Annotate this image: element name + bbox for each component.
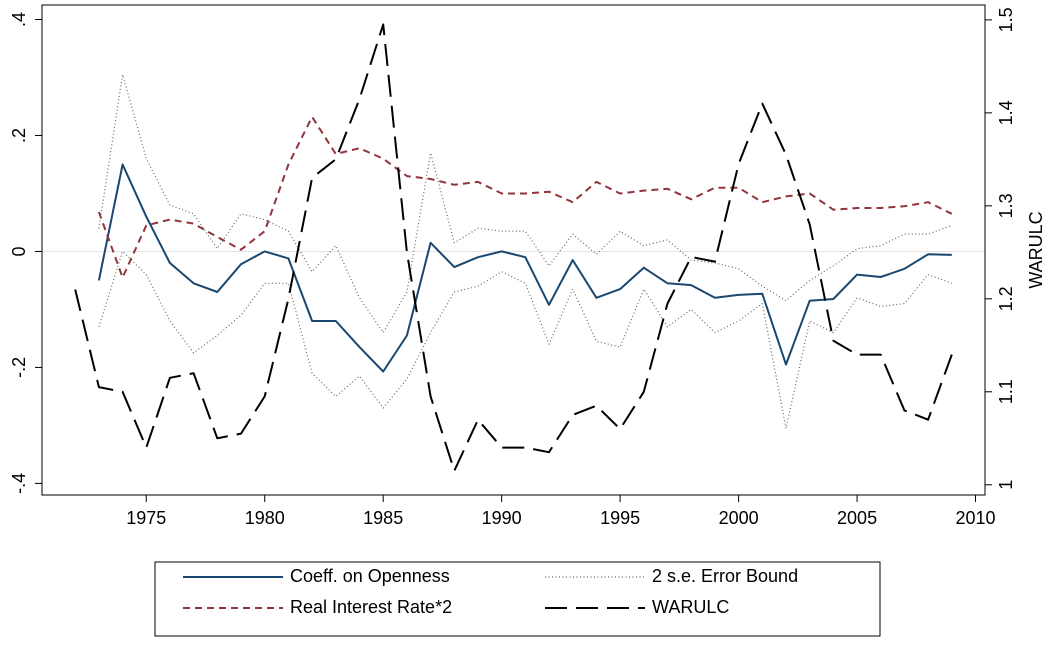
x-tick-label: 1985 xyxy=(363,508,403,528)
series-line xyxy=(98,74,953,334)
y2-axis-title: WARULC xyxy=(1026,211,1046,288)
plot-frame xyxy=(41,4,986,496)
y-tick-label: .2 xyxy=(9,128,29,143)
y2-tick-label: 1.4 xyxy=(996,100,1016,125)
y-tick-label: 0 xyxy=(9,246,29,256)
series-line xyxy=(97,163,952,373)
y-tick-label: -.4 xyxy=(9,473,29,494)
y-tick-label: .4 xyxy=(9,12,29,27)
x-tick-label: 2010 xyxy=(955,508,995,528)
x-tick-label: 2000 xyxy=(719,508,759,528)
series-line xyxy=(97,115,953,279)
series-line xyxy=(74,23,953,472)
x-tick-label: 1975 xyxy=(126,508,166,528)
y2-tick-label: 1.2 xyxy=(996,286,1016,311)
x-tick-label: 1990 xyxy=(482,508,522,528)
legend-label: Coeff. on Openness xyxy=(290,566,450,586)
y2-tick-label: 1.1 xyxy=(996,379,1016,404)
y2-tick-label: 1.3 xyxy=(996,193,1016,218)
y2-tick-label: 1.5 xyxy=(996,7,1016,32)
legend-label: 2 s.e. Error Bound xyxy=(652,566,798,586)
y2-tick-label: 1 xyxy=(996,480,1016,490)
x-tick-label: 2005 xyxy=(837,508,877,528)
legend-label: Real Interest Rate*2 xyxy=(290,597,452,617)
x-tick-label: 1995 xyxy=(600,508,640,528)
y-tick-label: -.2 xyxy=(9,357,29,378)
x-tick-label: 1980 xyxy=(245,508,285,528)
legend-label: WARULC xyxy=(652,597,729,617)
legend-box xyxy=(154,561,881,637)
